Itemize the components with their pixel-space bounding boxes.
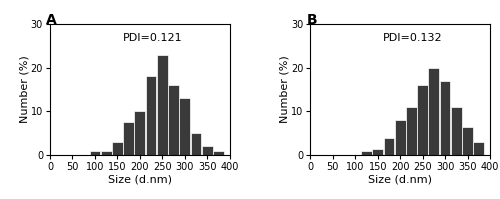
Bar	[123, 122, 134, 155]
Bar	[428, 68, 440, 155]
Text: B: B	[307, 13, 318, 27]
X-axis label: Size (d.nm): Size (d.nm)	[368, 175, 432, 185]
Bar	[440, 81, 450, 155]
Bar	[213, 151, 224, 155]
Bar	[462, 127, 473, 155]
Text: A: A	[46, 13, 57, 27]
Text: PDI=0.121: PDI=0.121	[122, 33, 182, 43]
Bar	[361, 151, 372, 155]
Bar	[146, 76, 156, 155]
Bar	[372, 149, 383, 155]
Bar	[395, 120, 406, 155]
Bar	[190, 133, 202, 155]
Bar	[202, 146, 212, 155]
Bar	[406, 107, 417, 155]
Bar	[451, 107, 462, 155]
Bar	[100, 151, 112, 155]
Bar	[112, 142, 122, 155]
Bar	[384, 138, 394, 155]
Bar	[474, 142, 484, 155]
Bar	[168, 85, 179, 155]
X-axis label: Size (d.nm): Size (d.nm)	[108, 175, 172, 185]
Y-axis label: Number (%): Number (%)	[20, 56, 30, 123]
Text: PDI=0.132: PDI=0.132	[383, 33, 442, 43]
Bar	[90, 151, 101, 155]
Bar	[418, 85, 428, 155]
Bar	[157, 55, 168, 155]
Bar	[180, 98, 190, 155]
Bar	[134, 111, 145, 155]
Y-axis label: Number (%): Number (%)	[280, 56, 289, 123]
